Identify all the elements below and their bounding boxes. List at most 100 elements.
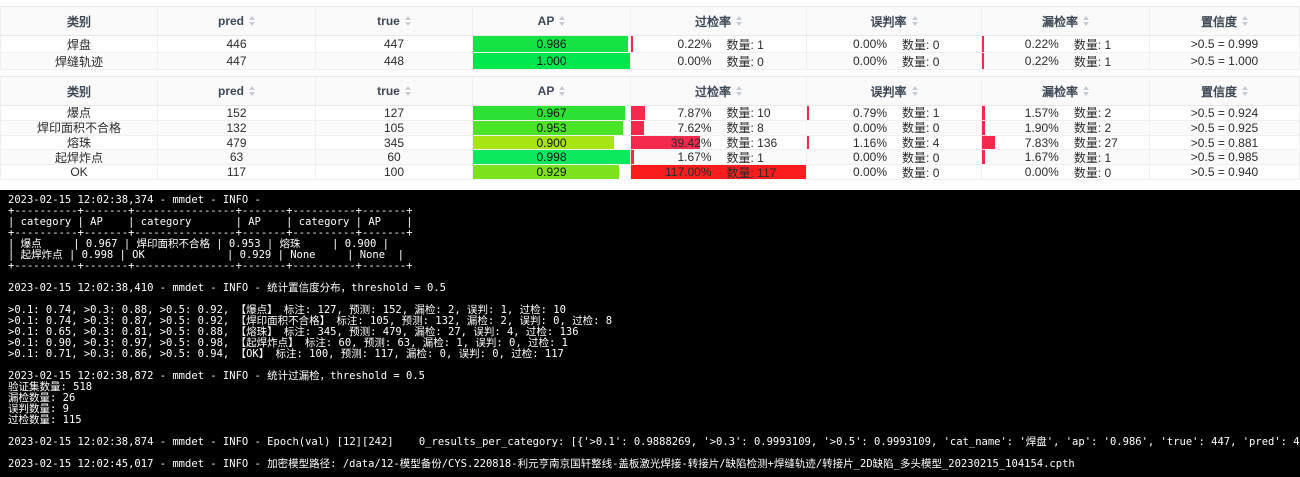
ap-bar [473,135,615,150]
sort-icon[interactable] [1083,86,1089,96]
rate-count: 数量: 10 [726,106,771,120]
rate-percent: 1.90% [1024,120,1059,135]
ap-bar [473,53,630,69]
column-header-true[interactable]: true [316,7,473,35]
table-row: 焊印面积不合格 132 105 0.953 7.62% 数量: 8 0.00% 数量: 0 1.… [0,120,1300,136]
true-cell: 447 [316,36,473,52]
category-cell: 爆点 [0,106,158,120]
column-header-misscheck[interactable]: 漏检率 [982,77,1150,105]
rate-percent: 1.67% [677,150,712,165]
rate-count: 数量: 0 [1073,165,1112,179]
ap-cell: 0.998 [473,150,631,165]
ap-cell: 0.900 [473,135,631,150]
sort-icon[interactable] [249,16,255,26]
column-header-pred[interactable]: pred [158,7,316,35]
pred-cell: 132 [158,120,316,135]
rate-count: 数量: 1 [1073,150,1112,165]
pred-cell: 446 [158,36,316,52]
rate-percent: 7.62% [677,120,712,135]
sort-icon[interactable] [559,86,566,96]
rate-count: 数量: 2 [1073,121,1112,135]
column-header-misscheck[interactable]: 漏检率 [982,7,1150,35]
column-label-misjudge: 误判率 [870,14,907,29]
sort-desc-icon [1242,92,1248,96]
sort-icon[interactable] [1242,86,1248,96]
category-cell: OK [0,165,158,179]
rate-percent: 0.00% [853,120,888,135]
rate-count: 数量: 27 [1073,136,1118,150]
rate-count: 数量: 117 [726,165,777,179]
column-label-category: 类别 [66,14,91,29]
rate-percent: 1.67% [1024,150,1059,165]
overcheck-cell: 39.42% 数量: 136 [631,135,807,150]
ap-value: 0.986 [536,37,567,51]
sort-icon[interactable] [559,16,566,26]
misjudge-cell: 0.79% 数量: 1 [807,106,982,120]
confidence-cell: >0.5 = 0.881 [1150,135,1300,150]
misjudge-cell: 0.00% 数量: 0 [807,36,982,52]
column-header-pred[interactable]: pred [158,77,316,105]
column-header-ap[interactable]: AP [473,77,631,105]
sort-asc-icon [736,86,742,90]
sort-icon[interactable] [1083,16,1089,26]
sort-asc-icon [736,16,742,20]
rate-bar [631,106,645,120]
rate-bar [807,106,809,120]
column-label-misscheck: 漏检率 [1041,14,1078,29]
column-header-ap[interactable]: AP [473,7,631,35]
true-cell: 127 [316,106,473,120]
pred-cell: 152 [158,106,316,120]
column-header-misjudge[interactable]: 误判率 [807,7,982,35]
column-header-true[interactable]: true [316,77,473,105]
category-cell: 焊印面积不合格 [0,120,158,135]
overcheck-cell: 0.22% 数量: 1 [631,36,807,52]
sort-asc-icon [1083,86,1089,90]
rate-count: 数量: 1 [726,37,764,52]
table-row: OK 117 100 0.929 117.00% 数量: 117 0.00% 数量: 0 0.0… [0,165,1300,180]
sort-icon[interactable] [404,16,411,26]
ap-value: 0.900 [536,135,567,150]
sort-icon[interactable] [736,86,742,96]
sort-icon[interactable] [911,16,918,26]
sort-icon[interactable] [911,86,918,96]
sort-asc-icon [559,86,566,90]
misjudge-cell: 0.00% 数量: 0 [807,150,982,165]
sort-icon[interactable] [736,16,742,26]
column-label-pred: pred [217,84,244,98]
rate-percent: 0.00% [853,165,888,179]
column-header-overcheck[interactable]: 过检率 [631,7,807,35]
sort-asc-icon [1242,16,1248,20]
rate-bar [631,165,806,179]
sort-desc-icon [559,92,566,96]
rate-percent: 1.16% [853,135,888,150]
overcheck-cell: 7.62% 数量: 8 [631,120,807,135]
rate-count: 数量: 0 [902,150,940,165]
rate-bar [631,120,645,135]
column-header-overcheck[interactable]: 过检率 [631,77,807,105]
column-header-confidence[interactable]: 置信度 [1150,77,1300,105]
ap-value: 0.967 [536,106,567,120]
defect-summary-table: 类别 pred true AP 过检率 误判率 漏检率 置信度 爆点 152 127 0.967 7.8… [0,76,1300,180]
sort-desc-icon [736,92,742,96]
true-cell: 105 [316,120,473,135]
misjudge-cell: 0.00% 数量: 0 [807,165,982,179]
confidence-cell: >0.5 = 0.999 [1150,36,1300,52]
misjudge-cell: 0.00% 数量: 0 [807,53,982,69]
column-label-overcheck: 过检率 [694,14,731,29]
column-header-misjudge[interactable]: 误判率 [807,77,982,105]
rate-bar [982,150,985,165]
sort-icon[interactable] [1242,16,1248,26]
confidence-cell: >0.5 = 0.925 [1150,120,1300,135]
category-cell: 焊盘 [0,36,158,52]
rate-bar [631,150,634,165]
column-header-confidence[interactable]: 置信度 [1150,7,1300,35]
column-label-true: true [377,14,400,28]
ap-cell: 1.000 [473,53,631,69]
sort-asc-icon [1083,16,1089,20]
ap-cell: 0.967 [473,106,631,120]
sort-icon[interactable] [404,86,411,96]
weld-summary-table: 类别 pred true AP 过检率 误判率 漏检率 置信度焊盘 446 447 0.986 0.2… [0,6,1300,70]
sort-icon[interactable] [249,86,255,96]
table-row: 熔珠 479 345 0.900 39.42% 数量: 136 1.16% 数量: 4 7.83… [0,135,1300,151]
rate-percent: 1.57% [1024,106,1059,120]
